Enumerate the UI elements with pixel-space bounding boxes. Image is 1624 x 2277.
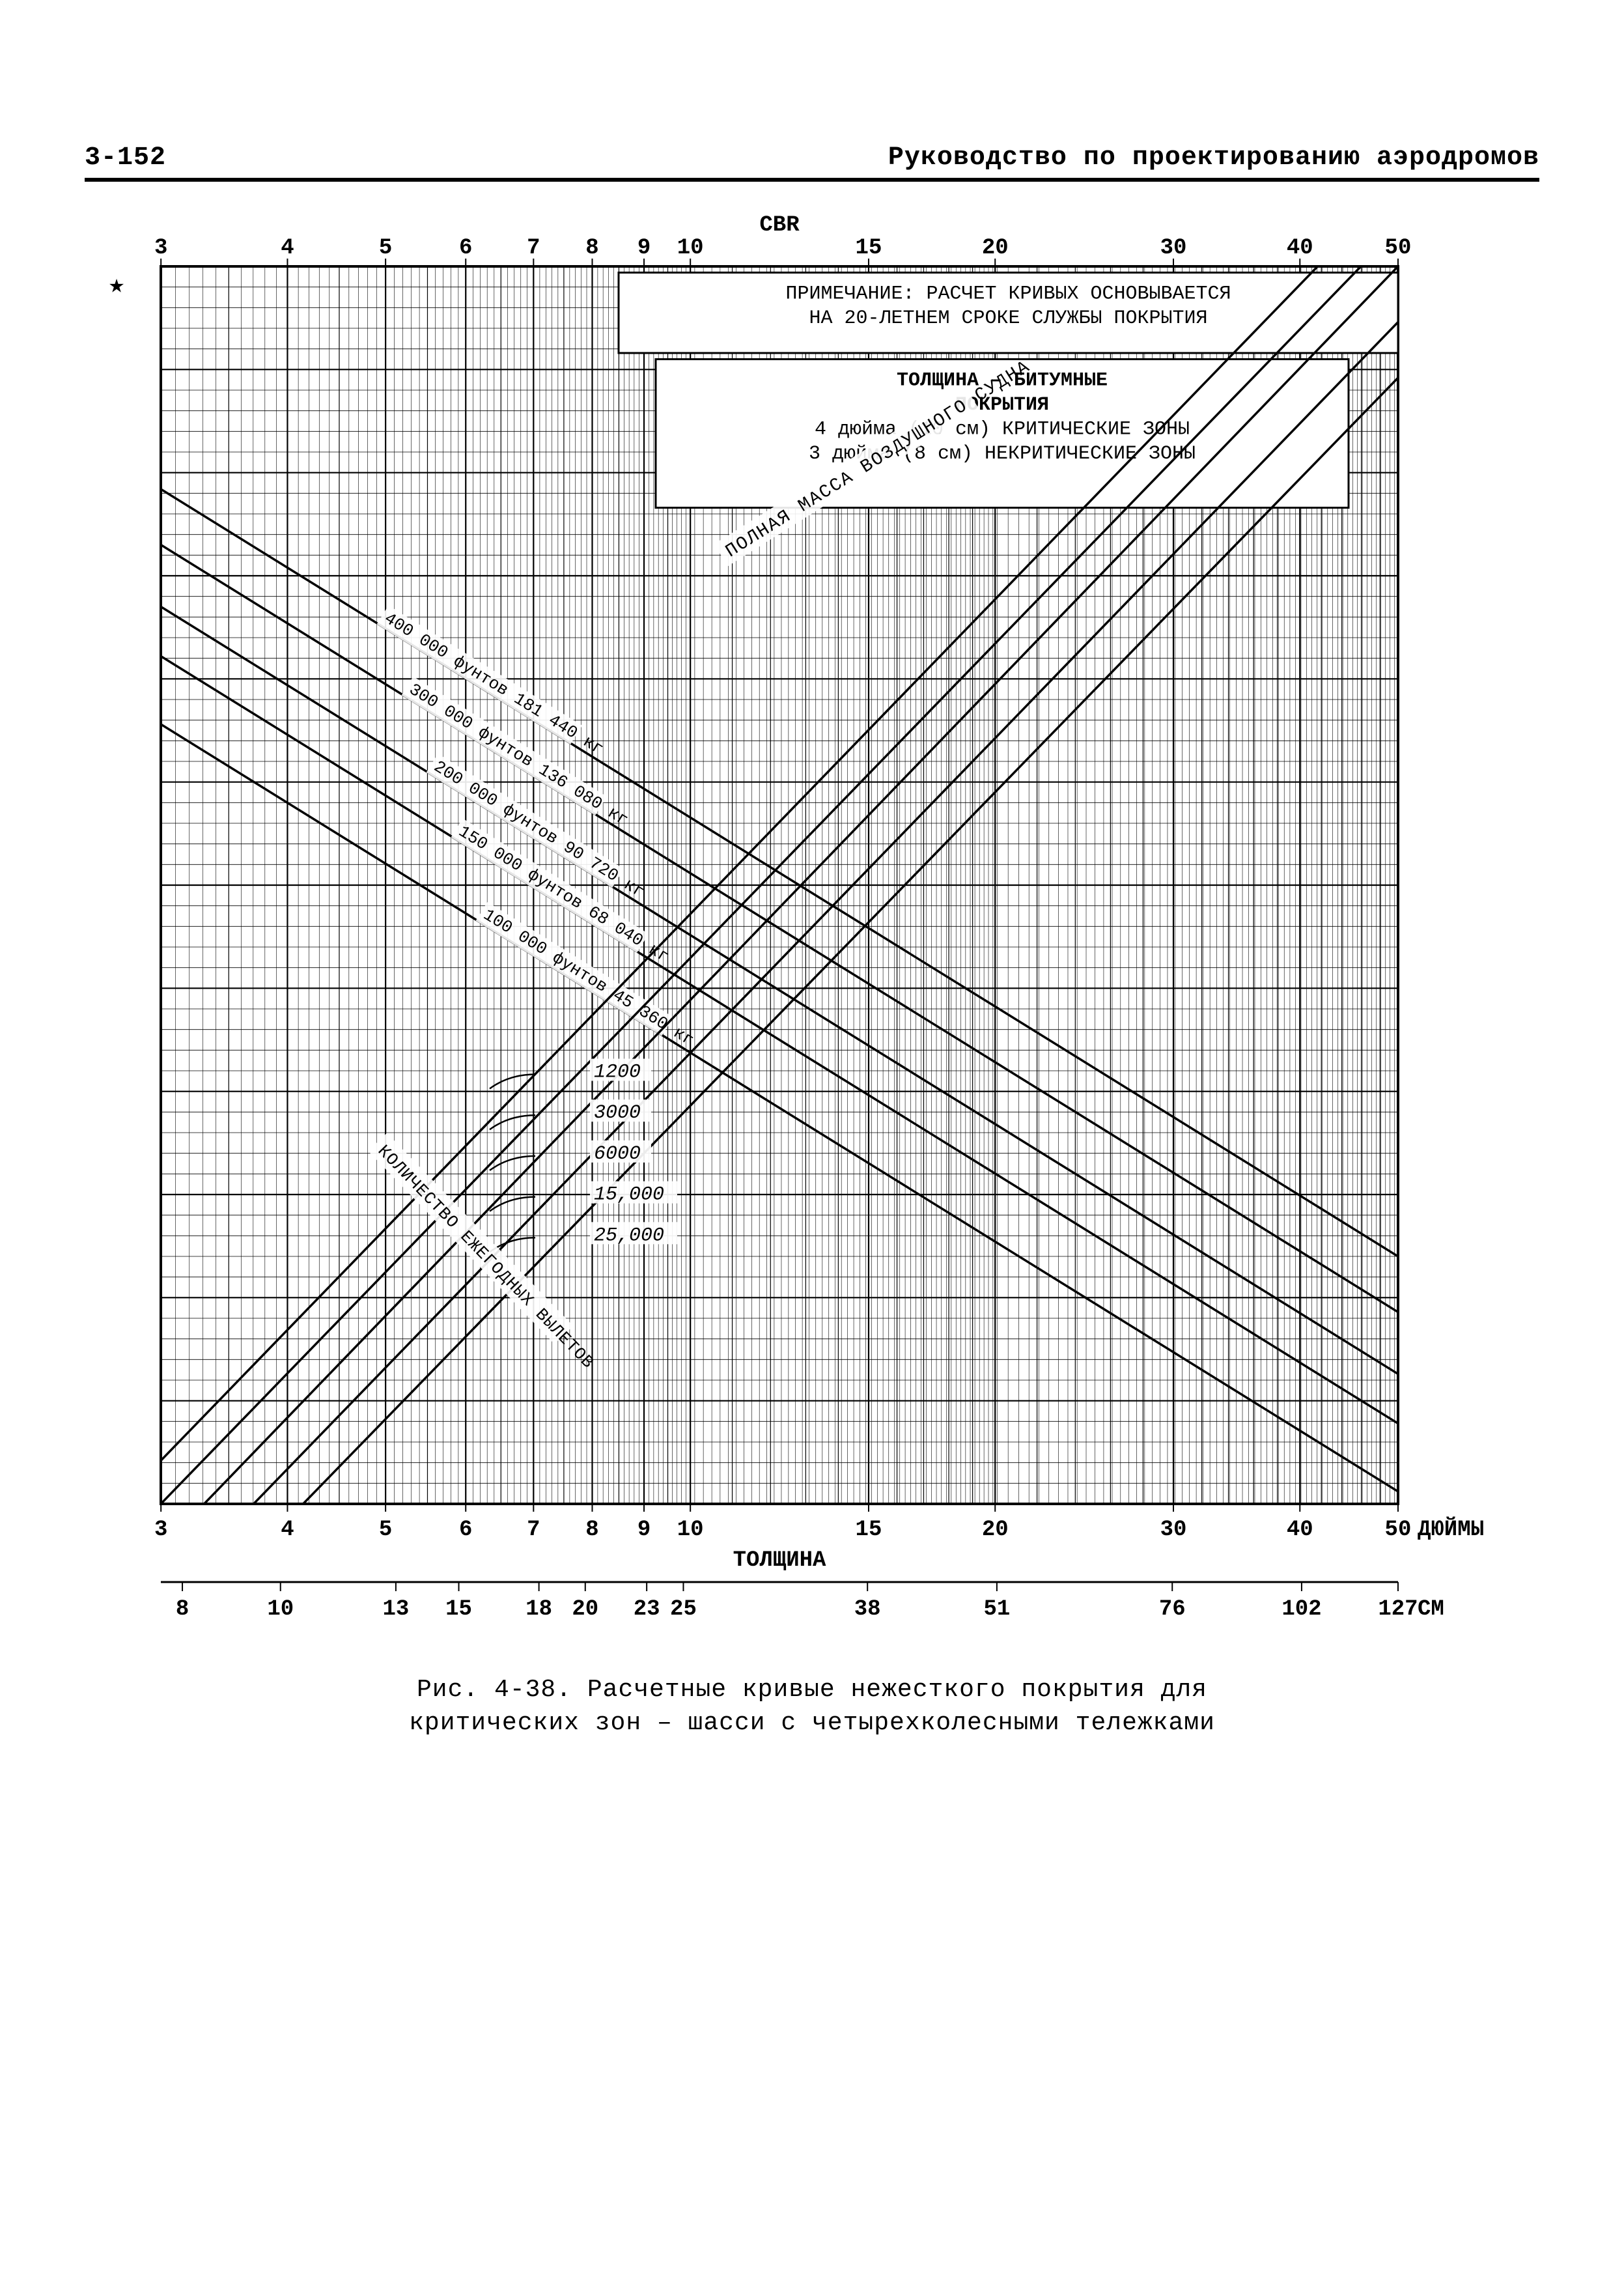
svg-text:6: 6 bbox=[459, 236, 472, 261]
svg-text:23: 23 bbox=[634, 1597, 660, 1622]
svg-text:38: 38 bbox=[854, 1597, 881, 1622]
svg-text:4 дюйма (10 см) КРИТИЧЕСКИЕ ЗО: 4 дюйма (10 см) КРИТИЧЕСКИЕ ЗОНЫ bbox=[815, 419, 1190, 441]
svg-text:6: 6 bbox=[459, 1518, 472, 1542]
svg-text:3: 3 bbox=[154, 1518, 167, 1542]
svg-text:9: 9 bbox=[637, 236, 651, 261]
svg-text:8: 8 bbox=[176, 1597, 189, 1622]
svg-text:40: 40 bbox=[1287, 236, 1313, 261]
svg-text:40: 40 bbox=[1287, 1518, 1313, 1542]
svg-text:30: 30 bbox=[1160, 1518, 1187, 1542]
svg-text:9: 9 bbox=[637, 1518, 651, 1542]
svg-text:3: 3 bbox=[154, 236, 167, 261]
svg-text:★: ★ bbox=[109, 272, 124, 301]
svg-text:CBR: CBR bbox=[759, 213, 800, 238]
svg-text:20: 20 bbox=[982, 1518, 1009, 1542]
svg-text:НА 20-ЛЕТНЕМ СРОКЕ СЛУЖБЫ ПОКР: НА 20-ЛЕТНЕМ СРОКЕ СЛУЖБЫ ПОКРЫТИЯ bbox=[809, 307, 1207, 330]
doc-title: Руководство по проектированию аэродромов bbox=[888, 143, 1539, 173]
svg-text:ТОЛЩИНА: ТОЛЩИНА bbox=[733, 1548, 826, 1573]
svg-text:8: 8 bbox=[585, 1518, 598, 1542]
svg-text:18: 18 bbox=[525, 1597, 552, 1622]
svg-text:15: 15 bbox=[445, 1597, 472, 1622]
svg-text:КОЛИЧЕСТВО ЕЖЕГОДНЫХ ВЫЛЕТОВ: КОЛИЧЕСТВО ЕЖЕГОДНЫХ ВЫЛЕТОВ bbox=[374, 1141, 598, 1372]
svg-text:4: 4 bbox=[281, 1518, 294, 1542]
svg-text:100 000 фунтов 45 360 кг: 100 000 фунтов 45 360 кг bbox=[480, 905, 697, 1051]
figure-caption: Рис. 4-38. Расчетные кривые нежесткого п… bbox=[85, 1673, 1539, 1740]
svg-text:3000: 3000 bbox=[594, 1102, 641, 1124]
svg-text:15: 15 bbox=[856, 236, 882, 261]
svg-text:13: 13 bbox=[382, 1597, 409, 1622]
caption-line-1: Рис. 4-38. Расчетные кривые нежесткого п… bbox=[85, 1673, 1539, 1706]
svg-text:ПРИМЕЧАНИЕ: РАСЧЕТ КРИВЫХ ОСНО: ПРИМЕЧАНИЕ: РАСЧЕТ КРИВЫХ ОСНОВЫВАЕТСЯ bbox=[785, 283, 1231, 305]
svg-text:30: 30 bbox=[1160, 236, 1187, 261]
svg-text:5: 5 bbox=[379, 1518, 392, 1542]
svg-text:10: 10 bbox=[677, 1518, 704, 1542]
chart-svg: ПРИМЕЧАНИЕ: РАСЧЕТ КРИВЫХ ОСНОВЫВАЕТСЯНА… bbox=[96, 201, 1528, 1654]
svg-text:25: 25 bbox=[670, 1597, 697, 1622]
svg-text:15: 15 bbox=[856, 1518, 882, 1542]
svg-text:51: 51 bbox=[983, 1597, 1010, 1622]
svg-text:25,000: 25,000 bbox=[594, 1224, 664, 1247]
svg-text:127: 127 bbox=[1378, 1597, 1418, 1622]
svg-text:15,000: 15,000 bbox=[594, 1184, 664, 1206]
caption-line-2: критических зон – шасси с четырехколесны… bbox=[85, 1706, 1539, 1740]
svg-text:50: 50 bbox=[1385, 1518, 1412, 1542]
nomograph-chart: ПРИМЕЧАНИЕ: РАСЧЕТ КРИВЫХ ОСНОВЫВАЕТСЯНА… bbox=[85, 201, 1539, 1654]
page-number: 3-152 bbox=[85, 143, 166, 173]
svg-text:10: 10 bbox=[267, 1597, 294, 1622]
svg-text:20: 20 bbox=[572, 1597, 598, 1622]
page-header: 3-152 Руководство по проектированию аэро… bbox=[85, 143, 1539, 182]
svg-text:7: 7 bbox=[527, 236, 540, 261]
svg-text:ДЮЙМЫ: ДЮЙМЫ bbox=[1418, 1517, 1484, 1542]
svg-text:20: 20 bbox=[982, 236, 1009, 261]
svg-text:6000: 6000 bbox=[594, 1143, 641, 1165]
svg-text:10: 10 bbox=[677, 236, 704, 261]
svg-text:8: 8 bbox=[585, 236, 598, 261]
svg-text:7: 7 bbox=[527, 1518, 540, 1542]
svg-text:5: 5 bbox=[379, 236, 392, 261]
svg-text:76: 76 bbox=[1159, 1597, 1186, 1622]
svg-text:50: 50 bbox=[1385, 236, 1412, 261]
svg-text:1200: 1200 bbox=[594, 1062, 641, 1084]
svg-text:102: 102 bbox=[1281, 1597, 1321, 1622]
svg-text:СМ: СМ bbox=[1418, 1597, 1444, 1622]
svg-text:4: 4 bbox=[281, 236, 294, 261]
